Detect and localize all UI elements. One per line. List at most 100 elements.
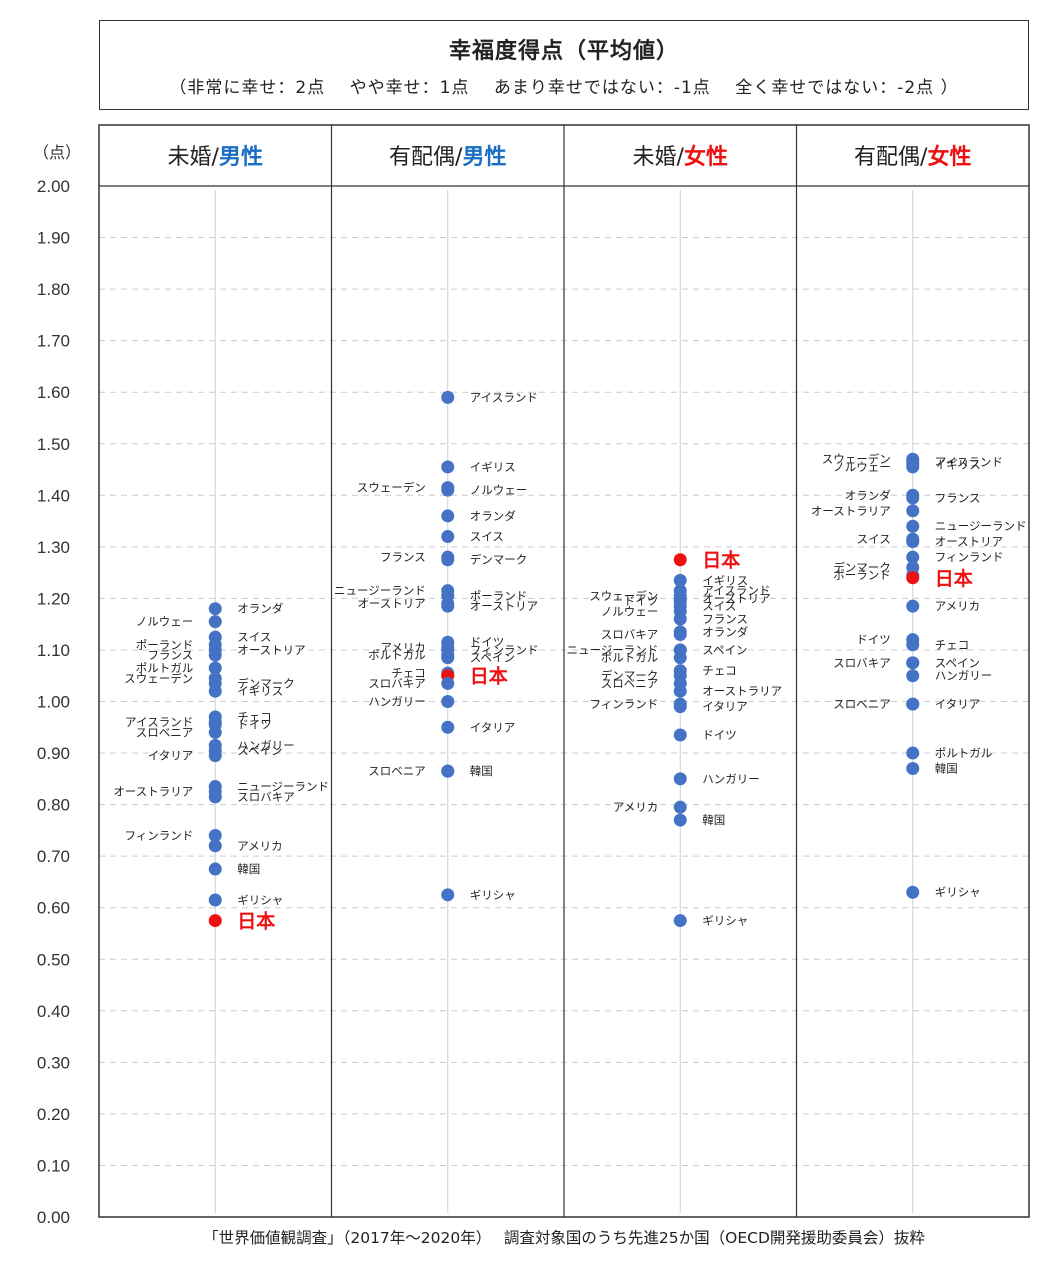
panel-header-marital: 有配偶/ xyxy=(854,145,928,170)
data-label: スイス xyxy=(470,530,504,544)
y-tick-label: 0.80 xyxy=(37,796,70,815)
data-label: スロベニア xyxy=(136,725,194,739)
data-point xyxy=(441,676,455,690)
data-point xyxy=(906,504,920,518)
data-label: オーストラリア xyxy=(702,684,782,698)
data-label: スロベニア xyxy=(833,697,891,711)
data-label: スイス xyxy=(857,532,891,546)
y-axis: 0.00 0.10 0.20 0.30 0.40 0.50 0.60 0.70 0.80 0.90… xyxy=(33,143,81,1227)
data-label: オーストリア xyxy=(237,643,305,657)
data-label: ニュージーランド xyxy=(237,780,329,794)
data-label: オランダ xyxy=(702,625,748,639)
data-label: フィンランド xyxy=(124,829,193,843)
data-label: ポルトガル xyxy=(935,746,993,760)
y-tick-label: 1.80 xyxy=(37,280,70,299)
y-tick-label: 0.30 xyxy=(37,1053,70,1072)
data-label: チェコ xyxy=(935,638,970,652)
data-point xyxy=(906,535,920,549)
data-label: スウェーデン xyxy=(589,589,658,603)
data-label: ドイツ xyxy=(470,635,505,649)
data-point xyxy=(673,772,687,786)
data-label: アイスランド xyxy=(470,390,538,404)
data-label: アメリカ xyxy=(935,599,980,613)
data-point xyxy=(673,553,687,567)
data-label: ドイツ xyxy=(856,633,891,647)
y-tick-label: 0.70 xyxy=(37,847,70,866)
panel-header-gender: 男性 xyxy=(219,145,263,170)
data-point xyxy=(441,390,455,404)
data-point xyxy=(906,491,920,505)
data-point xyxy=(208,839,222,853)
data-label: アイスランド xyxy=(702,584,770,598)
data-label: オーストリア xyxy=(470,599,538,613)
data-point xyxy=(441,720,455,734)
data-point xyxy=(441,695,455,708)
data-label: イタリア xyxy=(935,697,981,711)
data-label: オランダ xyxy=(237,602,283,616)
data-point xyxy=(673,573,687,587)
data-label: デンマーク xyxy=(833,560,891,574)
data-point xyxy=(906,638,920,652)
data-label: 韓国 xyxy=(237,862,260,876)
data-point xyxy=(673,651,687,665)
y-tick-label: 0.50 xyxy=(37,950,70,969)
data-label: フィンランド xyxy=(470,643,539,657)
data-point xyxy=(441,460,455,474)
data-point xyxy=(208,829,222,843)
data-point xyxy=(673,813,687,827)
panel-header-gender: 男性 xyxy=(462,145,506,170)
data-label: ギリシャ xyxy=(702,914,748,928)
panel-header: 有配偶/女性 xyxy=(854,144,971,170)
y-tick-label: 0.60 xyxy=(37,899,70,918)
data-point xyxy=(441,599,455,613)
data-label: デンマーク xyxy=(601,669,659,683)
data-point xyxy=(208,684,222,698)
data-point xyxy=(208,648,222,662)
data-label: アメリカ xyxy=(380,640,425,654)
panel-header-gender: 女性 xyxy=(927,144,971,170)
data-label: スロバキア xyxy=(601,627,659,641)
data-label: イタリア xyxy=(702,700,748,714)
data-point xyxy=(906,762,920,776)
data-label: フランス xyxy=(380,550,426,564)
data-label: ハンガリー xyxy=(702,772,760,786)
data-label: アメリカ xyxy=(237,839,282,853)
data-label: オーストラリア xyxy=(811,504,891,518)
y-axis-unit: （点） xyxy=(33,143,81,162)
y-tick-label: 1.20 xyxy=(37,589,70,608)
data-label: ポルトガル xyxy=(136,661,194,675)
data-point xyxy=(208,862,222,876)
data-label: スロバキア xyxy=(833,656,891,670)
data-label: デンマーク xyxy=(237,676,295,690)
data-label: イタリア xyxy=(470,720,516,734)
data-point xyxy=(441,651,455,665)
data-point xyxy=(906,457,920,471)
data-label: チェコ xyxy=(391,666,426,680)
data-label: 韓国 xyxy=(702,813,725,827)
data-label: スウェーデン xyxy=(822,452,891,466)
data-point xyxy=(441,530,455,544)
data-label: スロベニア xyxy=(368,764,426,778)
data-point xyxy=(906,550,920,564)
data-point xyxy=(673,625,687,639)
data-point xyxy=(906,656,920,670)
data-label: ノルウェー xyxy=(833,460,891,474)
data-point xyxy=(208,725,222,739)
data-label: スペイン xyxy=(702,643,747,657)
panel-headers: 未婚/男性 有配偶/男性 未婚/女性 有配偶/女性 xyxy=(168,144,972,170)
data-label: イタリア xyxy=(148,749,194,763)
y-tick-label: 0.20 xyxy=(37,1105,70,1124)
data-label: ニュージーランド xyxy=(566,643,658,657)
data-point xyxy=(441,888,455,902)
data-label: イギリス xyxy=(237,684,283,698)
data-label: オーストリア xyxy=(935,535,1003,549)
data-label: ノルウェー xyxy=(470,483,528,497)
data-label: チェコ xyxy=(237,710,272,724)
data-label: 韓国 xyxy=(935,762,958,776)
data-point xyxy=(673,612,687,626)
data-point xyxy=(441,764,455,778)
panel-header: 有配偶/男性 xyxy=(389,145,506,170)
y-tick-label: 2.00 xyxy=(37,177,70,196)
data-point xyxy=(441,509,455,523)
